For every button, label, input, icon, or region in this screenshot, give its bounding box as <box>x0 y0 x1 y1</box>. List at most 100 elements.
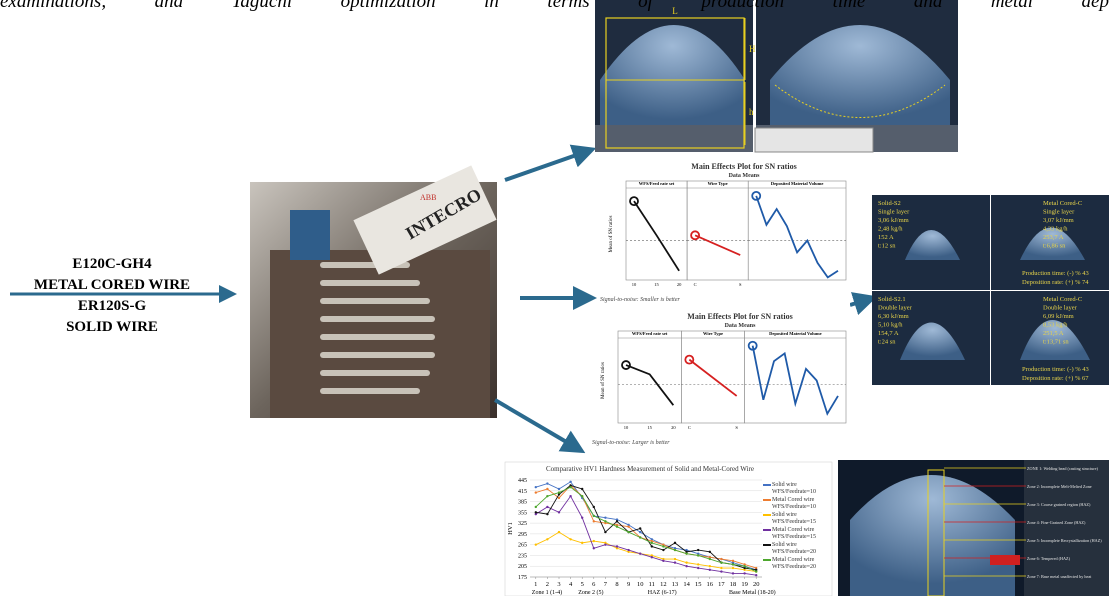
data-point <box>720 567 722 569</box>
panel-title: WFS/Feed rate set <box>632 331 668 336</box>
dim-label: H <box>749 44 756 54</box>
data-point <box>535 486 537 488</box>
macro-info: t:13,71 sn <box>1043 339 1069 346</box>
data-point <box>639 536 641 538</box>
data-point <box>639 531 641 533</box>
data-point <box>651 556 653 558</box>
footnote: Signal-to-noise: Smaller is better <box>600 297 680 303</box>
legend-swatch <box>763 499 771 501</box>
legend-label: Solid wire WFS/Feedrate=20 <box>772 542 816 555</box>
data-point <box>535 491 537 493</box>
macro-info: 152 A <box>878 234 894 241</box>
legend-label: Solid wire WFS/Feedrate=15 <box>772 512 816 525</box>
panel-title: WFS/Feed rate set <box>639 181 675 186</box>
x-tick-label: C <box>688 425 691 430</box>
legend-swatch <box>763 559 771 561</box>
data-point <box>743 572 745 574</box>
x-tick-label: 19 <box>741 581 748 588</box>
x-tick-label: 13 <box>672 581 679 588</box>
footnote: Signal-to-noise: Larger is better <box>592 440 670 446</box>
data-point <box>662 545 664 547</box>
macro-note: Production time: (-) % 43 <box>1022 366 1089 373</box>
y-tick-label: 325 <box>518 521 527 527</box>
data-point <box>697 567 699 569</box>
data-point <box>546 506 548 508</box>
panel-title: Deposited Material Volume <box>771 181 824 186</box>
input-label: SOLID WIRE <box>66 319 158 335</box>
data-point <box>709 569 711 571</box>
legend-label: Metal Cored wire WFS/Feedrate=10 <box>772 497 816 510</box>
chart-title: Comparative HV1 Hardness Measurement of … <box>546 465 754 473</box>
data-point <box>581 542 583 544</box>
x-tick-label: 15 <box>654 282 659 287</box>
y-tick-label: 385 <box>518 500 527 506</box>
data-point <box>743 565 745 567</box>
zone-axis-label: Zone 1 (1-4) <box>532 589 562 596</box>
zone-label: Zone 7: Base metal unaffected by heat <box>1027 574 1092 579</box>
macro-info: 2,48 kg/h <box>878 226 903 233</box>
y-axis-label: Mean of SN ratios <box>609 216 614 253</box>
dim-label: h <box>749 107 754 117</box>
macro-info: Solid-S2.1 <box>878 296 906 303</box>
y-tick-label: 445 <box>518 478 527 484</box>
macro-info: Metal Cored-C <box>1043 296 1082 303</box>
data-point <box>720 561 722 563</box>
x-tick-label: 16 <box>707 581 714 588</box>
macro-note: Deposition rate: (+) % 74 <box>1022 279 1089 286</box>
macro-info: Metal Cored-C <box>1043 200 1082 207</box>
data-point <box>697 549 699 551</box>
legend-swatch <box>763 529 771 531</box>
legend-entry: Metal Cored wire WFS/Feedrate=10 <box>772 497 830 510</box>
macro-info: 4,33 kg/h <box>1043 226 1068 233</box>
data-point <box>627 526 629 528</box>
data-point <box>604 517 606 519</box>
macro-info: Solid-S2 <box>878 200 901 207</box>
y-tick-label: 235 <box>518 553 527 559</box>
data-point <box>593 506 595 508</box>
data-point <box>593 520 595 522</box>
x-tick-label: 10 <box>632 282 637 287</box>
data-point <box>558 531 560 533</box>
data-point <box>558 511 560 513</box>
zone-label: Zone 3: Coarse grained region (HAZ) <box>1027 502 1091 507</box>
macro-info: 251,5 A <box>1043 330 1064 337</box>
graphical-abstract: E120C-GH4 METAL CORED WIRE ER120S-G SOLI… <box>0 0 1109 596</box>
macro-info: t:24 sn <box>878 339 896 346</box>
input-label: E120C-GH4 <box>72 256 152 272</box>
y-axis-label: HV1 <box>507 522 514 535</box>
macro-info: 3,07 kJ/mm <box>1043 217 1074 224</box>
data-point <box>639 527 641 529</box>
y-tick-label: 355 <box>518 510 527 516</box>
x-tick-label: 20 <box>753 581 760 588</box>
data-point <box>662 549 664 551</box>
data-point <box>604 531 606 533</box>
legend-label: Solid wire WFS/Feedrate=10 <box>772 482 816 495</box>
data-point <box>604 520 606 522</box>
x-tick-label: 5 <box>581 581 584 588</box>
zone-label: Zone 6: Tempered (HAZ) <box>1027 556 1071 561</box>
data-point <box>546 495 548 497</box>
data-point <box>546 482 548 484</box>
macro-info: 5,10 kg/h <box>878 322 903 329</box>
data-point <box>546 513 548 515</box>
legend-entry: Solid wire WFS/Feedrate=15 <box>772 512 830 525</box>
x-tick-label: 1 <box>534 581 537 588</box>
x-tick-label: 15 <box>647 425 652 430</box>
data-point <box>732 572 734 574</box>
data-point <box>593 515 595 517</box>
data-point <box>569 486 571 488</box>
zone-box <box>990 555 1020 565</box>
y-tick-label: 295 <box>518 532 527 538</box>
plot-title: Main Effects Plot for SN ratios <box>687 312 792 321</box>
data-point <box>685 561 687 563</box>
panel-title: Wire Type <box>708 181 728 186</box>
macro-info: Single layer <box>878 209 910 216</box>
data-point <box>685 565 687 567</box>
macro-info: t:12 sn <box>878 243 896 250</box>
data-point <box>755 570 757 572</box>
robot-photo: INTECRO ABB <box>250 165 497 418</box>
plot-title: Main Effects Plot for SN ratios <box>691 162 796 171</box>
data-point <box>616 520 618 522</box>
y-axis-label: Mean of SN ratios <box>601 362 606 399</box>
macro-info: Double layer <box>878 305 913 312</box>
